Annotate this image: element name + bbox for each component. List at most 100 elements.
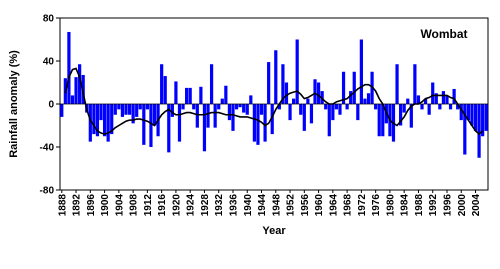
bar <box>220 98 224 104</box>
bar <box>338 104 342 115</box>
bar <box>359 39 363 104</box>
x-tick-label: 1936 <box>228 194 239 217</box>
x-tick-label: 1924 <box>186 194 197 217</box>
bar <box>327 104 331 137</box>
y-tick-label: 0 <box>48 100 54 111</box>
bar <box>152 104 157 126</box>
bar <box>481 104 485 137</box>
x-tick-label: 1932 <box>214 194 225 217</box>
x-tick-label: 1920 <box>171 194 182 217</box>
bar <box>249 95 253 104</box>
bar <box>484 104 488 131</box>
x-tick-label: 1960 <box>314 194 325 217</box>
bar <box>95 104 100 137</box>
bar <box>177 104 182 142</box>
bar <box>242 104 246 113</box>
bar <box>381 104 385 137</box>
x-tick-label: 1984 <box>400 194 411 217</box>
bar <box>209 64 214 104</box>
bar <box>477 104 481 158</box>
x-tick-label: 1996 <box>442 194 453 217</box>
bar <box>399 104 403 126</box>
bar <box>167 104 171 153</box>
bar <box>117 104 121 110</box>
bar <box>320 91 324 104</box>
bar <box>470 104 474 126</box>
bar <box>434 93 438 104</box>
bar <box>206 104 210 128</box>
bar <box>473 104 478 131</box>
x-tick-label: 1900 <box>100 194 111 217</box>
x-tick-label: 1988 <box>414 194 425 217</box>
bar <box>466 104 470 121</box>
bar <box>160 64 164 104</box>
x-tick-label: 1968 <box>343 194 354 217</box>
bar <box>238 104 242 108</box>
y-axis-label: Rainfall anomaly (%) <box>8 50 20 158</box>
annotation: Wombat <box>420 27 467 41</box>
x-tick-label: 1908 <box>129 194 140 217</box>
bar <box>295 39 299 104</box>
bar <box>288 104 292 121</box>
x-tick-label: 1980 <box>385 194 396 217</box>
bar <box>135 104 139 117</box>
bar <box>299 104 303 115</box>
x-tick-label: 1972 <box>357 194 368 217</box>
bar <box>402 104 406 113</box>
bar <box>231 104 235 131</box>
bar <box>416 95 421 104</box>
bar <box>341 71 346 104</box>
bar <box>138 104 142 110</box>
bar <box>92 104 96 135</box>
bar <box>306 98 310 104</box>
bar <box>363 98 367 104</box>
bar <box>377 104 381 137</box>
bar <box>259 104 264 115</box>
x-tick-label: 1904 <box>114 194 125 217</box>
bar <box>110 104 114 135</box>
bar <box>234 104 239 110</box>
y-tick-label: 80 <box>43 14 55 25</box>
bar <box>463 104 467 155</box>
bar <box>252 104 256 142</box>
bar <box>124 104 128 115</box>
bar <box>274 50 278 104</box>
bar <box>78 64 82 104</box>
bar <box>217 104 221 110</box>
bar <box>106 104 110 142</box>
bar <box>270 104 274 135</box>
bar <box>60 104 64 117</box>
bar <box>277 104 281 110</box>
bar <box>427 104 431 115</box>
bar <box>334 104 339 110</box>
bar <box>131 104 135 124</box>
bar <box>202 104 207 152</box>
bar <box>120 104 125 117</box>
bar <box>70 95 75 104</box>
bar <box>420 104 424 110</box>
x-tick-label: 2004 <box>471 194 482 217</box>
bar <box>227 104 232 121</box>
bar <box>395 64 399 104</box>
bar <box>309 104 314 124</box>
x-tick-label: 1888 <box>57 194 68 217</box>
x-tick-label: 1892 <box>72 194 83 217</box>
bar <box>224 85 228 104</box>
bar <box>113 104 117 115</box>
bar <box>345 104 349 110</box>
x-tick-label: 1976 <box>371 194 382 217</box>
x-tick-label: 1944 <box>257 194 268 217</box>
bar <box>356 104 360 121</box>
bar <box>331 104 335 121</box>
bar <box>192 104 196 110</box>
bar <box>284 82 289 104</box>
x-axis-label: Year <box>262 225 286 237</box>
x-tick-label: 1940 <box>243 194 254 217</box>
x-tick-label: 1928 <box>200 194 211 217</box>
bar <box>127 104 132 115</box>
y-tick-label: 40 <box>43 57 55 68</box>
bar <box>188 87 192 104</box>
bar <box>102 104 107 137</box>
bar <box>170 104 174 117</box>
bar <box>256 104 260 145</box>
